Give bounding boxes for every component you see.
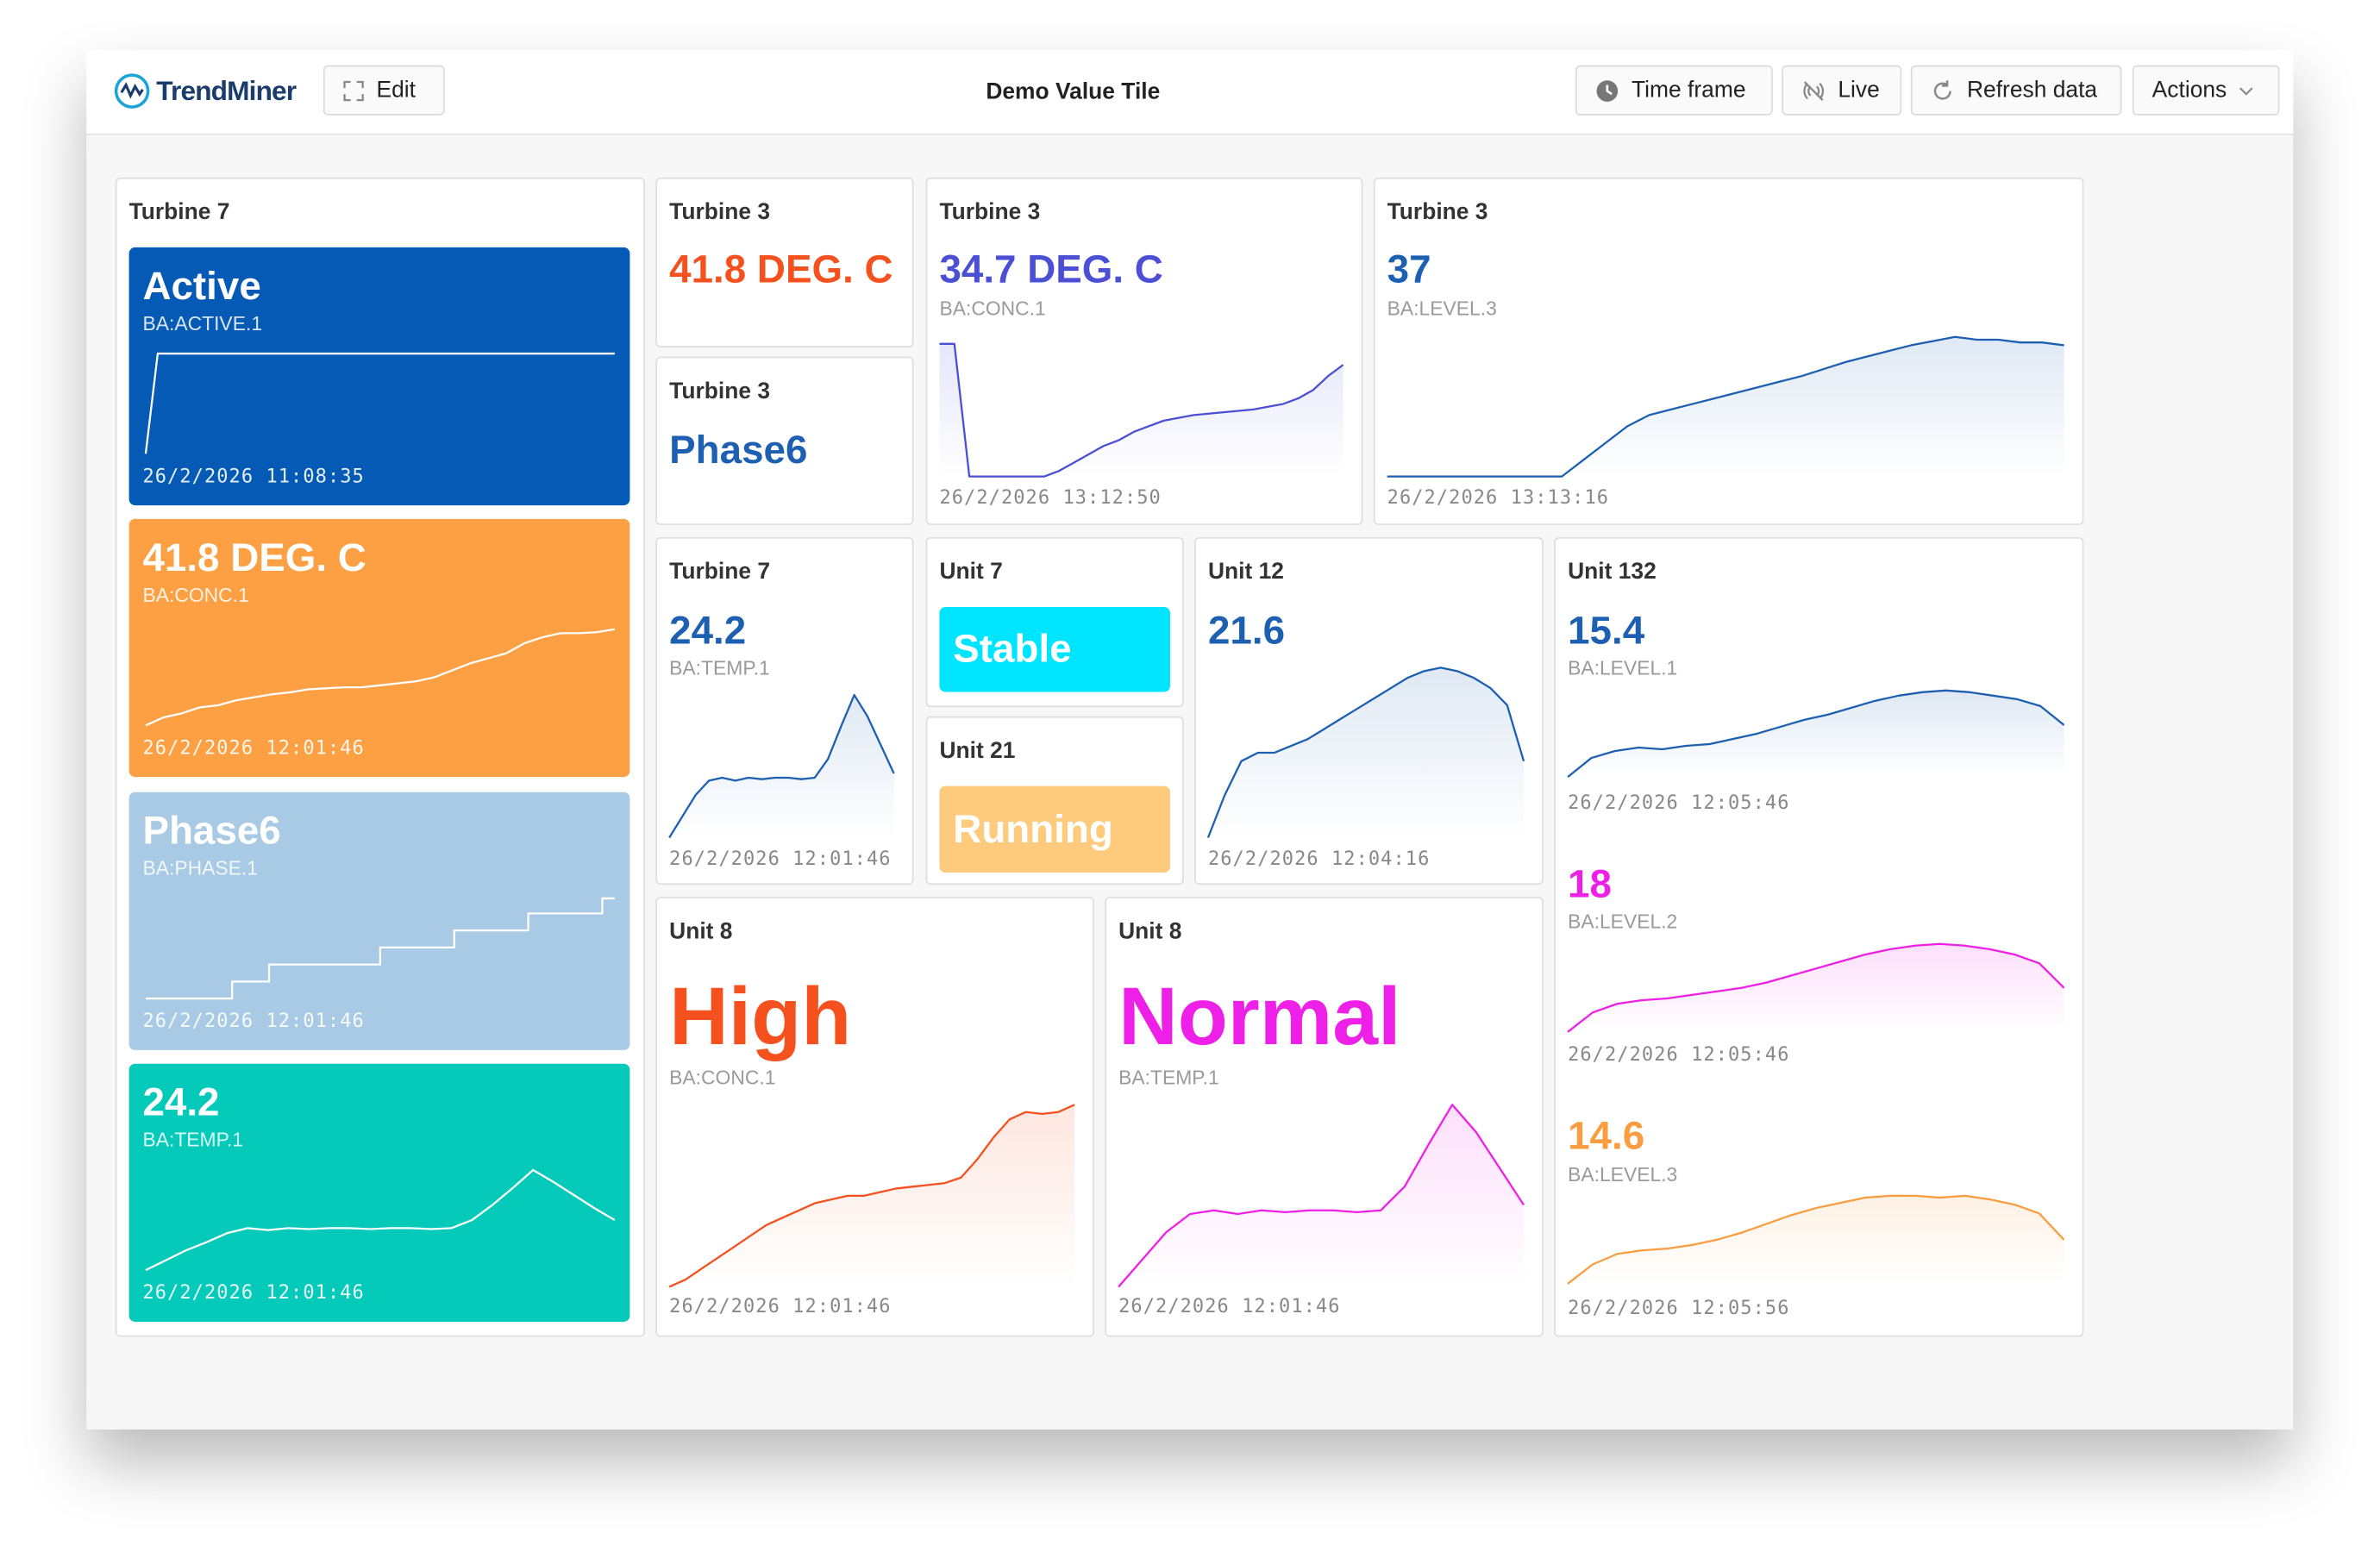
date-text: 26/2/2026 12:04:16 (1207, 846, 1431, 870)
value-text: Phase6 (669, 426, 808, 472)
value-text: 15.4 (1568, 607, 1645, 653)
date-text: 26/2/2026 12:01:46 (669, 846, 892, 870)
value-text: 41.8 DEG. C (669, 246, 893, 292)
value-text: 21.6 (1207, 607, 1286, 653)
tile-title: Turbine 7 (128, 199, 230, 226)
edit-icon (343, 80, 364, 101)
button-label: Live (1838, 77, 1880, 103)
tile-title: Turbine 3 (939, 199, 1041, 226)
tile[interactable] (1373, 177, 2084, 525)
status-badge[interactable] (939, 785, 1170, 873)
tile[interactable] (655, 537, 914, 886)
live-button[interactable]: Live (1782, 65, 1902, 116)
value-text: Normal (1118, 971, 1401, 1062)
edit-button[interactable]: Edit (323, 65, 445, 116)
tag-text: BA:LEVEL.2 (1568, 910, 1678, 933)
timeframe-button[interactable]: Time frame (1575, 65, 1773, 116)
tile-title: Unit 8 (669, 918, 733, 945)
refresh-button[interactable]: Refresh data (1910, 65, 2122, 116)
tag-text: BA:TEMP.1 (142, 1128, 244, 1152)
tag-text: BA:ACTIVE.1 (142, 311, 263, 335)
date-text: 26/2/2026 12:01:46 (142, 1009, 365, 1032)
tile-title: Unit 12 (1207, 559, 1284, 585)
logo-text: TrendMiner (156, 75, 297, 106)
badge-text: Running (953, 804, 1113, 851)
button-label: Refresh data (1966, 77, 2098, 103)
actions-button[interactable]: Actions (2132, 65, 2280, 116)
tile-title: Unit 21 (939, 738, 1016, 764)
value-text: 37 (1387, 246, 1431, 292)
live-icon (1803, 80, 1825, 101)
tile-title: Turbine 3 (669, 199, 771, 226)
header: TrendMiner Edit Demo Value Tile Time fra… (86, 50, 2294, 135)
clock-icon (1596, 79, 1619, 102)
tile[interactable] (1194, 537, 1544, 886)
badge-text: Stable (953, 625, 1072, 672)
value-text: 18 (1568, 860, 1612, 906)
chevron-icon (2239, 86, 2253, 95)
date-text: 26/2/2026 13:13:16 (1387, 485, 1610, 509)
tile-title: Turbine 7 (669, 559, 771, 585)
tile-title: Turbine 3 (669, 378, 771, 404)
date-text: 26/2/2026 12:05:56 (1568, 1295, 1790, 1319)
tile-title: Turbine 3 (1387, 199, 1488, 226)
tile[interactable] (655, 897, 1094, 1337)
logo[interactable]: TrendMiner (114, 72, 297, 109)
date-text: 26/2/2026 11:08:35 (142, 464, 365, 487)
tag-text: BA:CONC.1 (142, 583, 249, 607)
tag-text: BA:TEMP.1 (1118, 1066, 1219, 1089)
refresh-icon (1933, 79, 1951, 99)
value-text: 14.6 (1568, 1112, 1645, 1158)
edit-label: Edit (376, 77, 416, 103)
tag-text: BA:LEVEL.1 (1568, 656, 1678, 679)
value-text: Phase6 (142, 807, 281, 854)
tag-text: BA:CONC.1 (939, 297, 1046, 320)
date-text: 26/2/2026 12:01:46 (142, 1280, 365, 1304)
tag-text: BA:PHASE.1 (142, 856, 258, 879)
tile[interactable] (925, 177, 1363, 525)
value-text: 24.2 (669, 607, 747, 653)
date-text: 26/2/2026 12:01:46 (142, 735, 365, 759)
date-text: 26/2/2026 12:01:46 (1118, 1293, 1341, 1317)
button-label: Time frame (1632, 77, 1746, 103)
button-label: Actions (2151, 77, 2227, 103)
date-text: 26/2/2026 13:12:50 (939, 485, 1162, 509)
date-text: 26/2/2026 12:01:46 (669, 1293, 892, 1317)
tag-text: BA:LEVEL.3 (1568, 1163, 1678, 1186)
date-text: 26/2/2026 12:05:46 (1568, 1042, 1790, 1066)
tag-text: BA:LEVEL.3 (1387, 297, 1497, 320)
tile-title: Unit 8 (1118, 918, 1182, 945)
tile[interactable] (1105, 897, 1544, 1337)
value-text: 41.8 DEG. C (142, 534, 366, 580)
tag-text: BA:CONC.1 (669, 1066, 776, 1089)
tile-title: Unit 7 (939, 559, 1003, 585)
value-text: 24.2 (142, 1079, 220, 1125)
page-title: Demo Value Tile (986, 78, 1161, 105)
status-badge[interactable] (939, 607, 1170, 692)
tag-text: BA:TEMP.1 (669, 656, 770, 679)
value-text: Active (142, 262, 261, 309)
value-text: 34.7 DEG. C (939, 246, 1163, 292)
tile-title: Unit 132 (1568, 559, 1657, 585)
tile[interactable] (655, 356, 914, 525)
tile[interactable] (655, 177, 914, 348)
value-text: High (669, 971, 852, 1062)
logo-icon (114, 73, 150, 109)
date-text: 26/2/2026 12:05:46 (1568, 790, 1790, 814)
